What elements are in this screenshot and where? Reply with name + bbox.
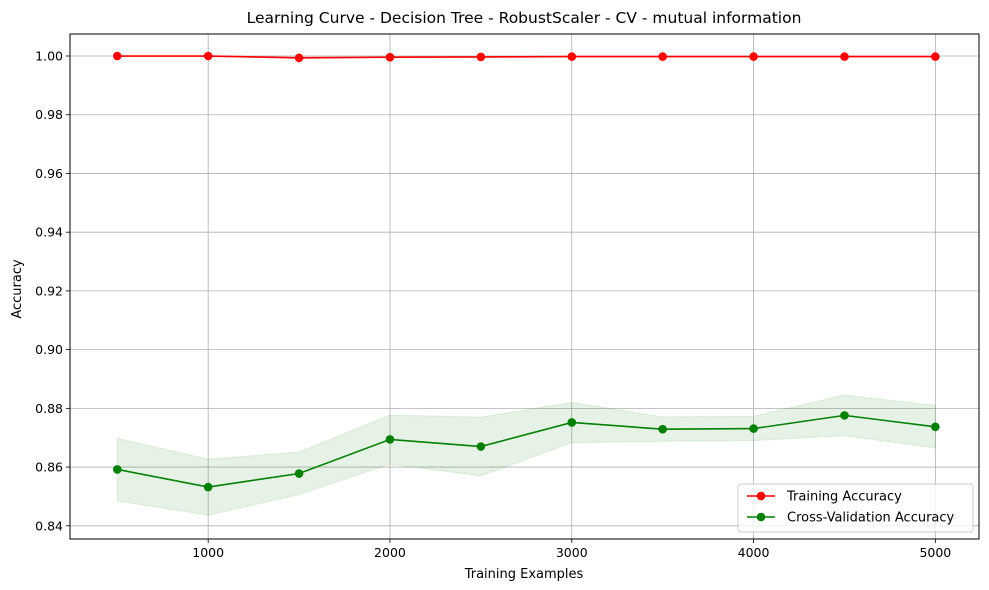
x-tick-label: 2000 (374, 545, 406, 560)
series-lines (117, 55, 936, 488)
plot-area-frame (69, 33, 980, 540)
x-tick-label: 4000 (738, 545, 770, 560)
training-accuracy-legend-label: Training Accuracy (786, 490, 902, 505)
cross-validation-accuracy-point (840, 411, 849, 420)
cross-validation-accuracy-point (658, 424, 667, 434)
cross-validation-accuracy-point (476, 442, 486, 451)
training-accuracy-point (112, 51, 122, 61)
cross-validation-accuracy-band (116, 394, 936, 516)
x-axis-label: Training Examples (464, 567, 584, 582)
cross-validation-accuracy-line (117, 414, 936, 488)
training-accuracy-point (294, 53, 304, 63)
confidence-bands (116, 55, 936, 516)
training-accuracy-point (658, 52, 667, 61)
y-tick-label: 0.86 (35, 460, 63, 475)
legend: Training Accuracy Cross-Validation Accura… (737, 483, 974, 533)
chart-title: Learning Curve - Decision Tree - RobustS… (247, 9, 802, 27)
y-tick-label: 1.00 (35, 49, 63, 64)
x-axis-ticks: 1000 2000 3000 4000 5000 (192, 539, 951, 560)
training-accuracy-point (476, 52, 486, 62)
y-axis-label: Accuracy (10, 259, 25, 319)
y-tick-label: 0.96 (35, 166, 63, 181)
y-tick-label: 0.88 (35, 401, 63, 416)
training-accuracy-point (931, 52, 940, 61)
training-accuracy-point (567, 52, 577, 61)
training-accuracy-point (203, 51, 213, 61)
y-tick-label: 0.94 (35, 225, 63, 240)
training-accuracy-point (749, 52, 758, 61)
cross-validation-accuracy-point (385, 435, 395, 444)
training-accuracy-point (840, 52, 849, 61)
cross-validation-accuracy-point (203, 482, 213, 492)
y-tick-label: 0.92 (35, 283, 63, 298)
cross-validation-accuracy-legend-marker (756, 512, 766, 522)
training-accuracy-line (117, 55, 936, 59)
y-tick-label: 0.84 (35, 518, 63, 533)
training-accuracy-legend-marker (756, 491, 766, 501)
x-tick-label: 1000 (192, 545, 224, 560)
x-tick-label: 3000 (556, 545, 588, 560)
cross-validation-accuracy-legend-label: Cross-Validation Accuracy (787, 511, 955, 526)
y-tick-label: 0.90 (35, 342, 63, 357)
cross-validation-accuracy-point (931, 422, 940, 432)
y-axis-ticks: 0.84 0.86 0.88 0.90 0.92 0.94 0.96 0.98 1.00 (35, 49, 70, 533)
cross-validation-accuracy-point (567, 418, 577, 427)
cross-validation-accuracy-point (294, 469, 304, 478)
series-points (112, 51, 940, 492)
training-accuracy-point (385, 52, 395, 62)
y-tick-label: 0.98 (35, 107, 63, 122)
cross-validation-accuracy-point (112, 465, 122, 474)
legend-box (737, 483, 974, 533)
x-tick-label: 5000 (919, 545, 951, 560)
cross-validation-accuracy-point (749, 424, 758, 433)
